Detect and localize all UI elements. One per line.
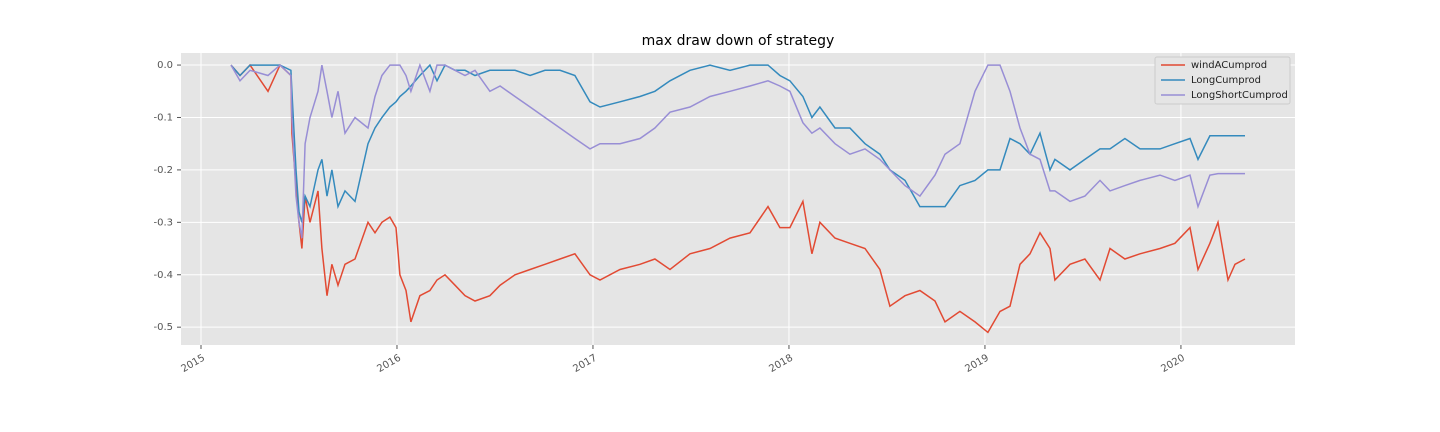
y-tick-label: 0.0 xyxy=(157,60,173,71)
chart-title: max draw down of strategy xyxy=(642,33,835,49)
x-tick-label: 2019 xyxy=(963,353,991,375)
x-tick-label: 2018 xyxy=(767,353,795,375)
x-tick-label: 2020 xyxy=(1159,353,1187,375)
y-tick-label: -0.1 xyxy=(153,112,173,123)
legend-label: windACumprod xyxy=(1191,60,1267,71)
series-line xyxy=(230,63,1245,223)
y-tick-label: -0.2 xyxy=(153,165,173,176)
legend-label: LongShortCumprod xyxy=(1191,90,1288,101)
y-tick-label: -0.5 xyxy=(153,322,173,333)
x-tick-label: 2017 xyxy=(571,353,599,375)
y-tick-label: -0.4 xyxy=(153,270,173,281)
y-tick-label: -0.3 xyxy=(153,217,173,228)
legend-label: LongCumprod xyxy=(1191,75,1261,86)
x-tick-label: 2016 xyxy=(375,353,403,375)
series-line xyxy=(230,63,1246,334)
series-line xyxy=(230,62,1245,239)
plot-area xyxy=(181,53,1295,345)
x-tick-label: 2015 xyxy=(179,353,207,375)
legend-box xyxy=(1154,56,1291,105)
